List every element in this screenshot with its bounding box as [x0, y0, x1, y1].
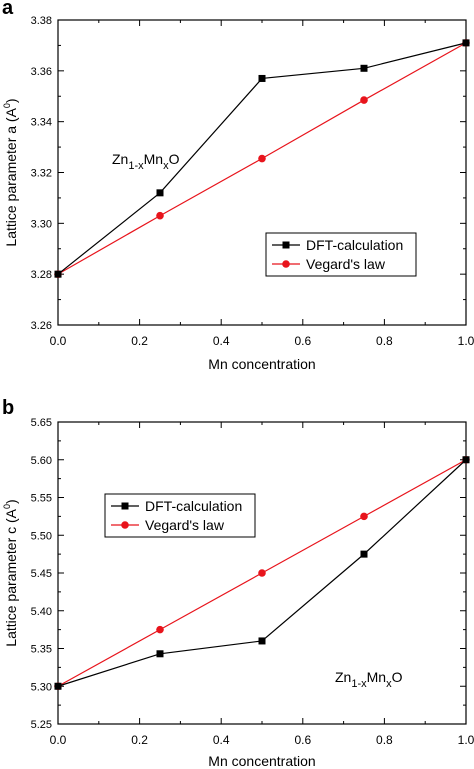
- formula-annotation: Zn1-xMnxO: [335, 669, 403, 690]
- legend-marker-dft: [282, 241, 290, 249]
- legend: DFT-calculation Vegard's law: [265, 232, 417, 277]
- x-tick-label: 0.6: [294, 733, 311, 747]
- y-tick-label: 3.36: [31, 66, 52, 78]
- y-axis-title-superscript: 0: [2, 504, 12, 509]
- data-point-vegard: [360, 96, 368, 104]
- legend-box: [265, 232, 417, 277]
- y-tick-label: 5.60: [31, 455, 52, 467]
- chart-panel-a: a 0.0 0.2 0.4 0.6 0.8 1.0 3.26 3.28 3.30 3.32 3.34 3…: [2, 0, 474, 372]
- legend-marker-dft: [121, 502, 129, 510]
- data-point-dft: [360, 550, 368, 558]
- x-axis-title: Mn concentration: [208, 356, 315, 372]
- panel-label-a: a: [2, 0, 14, 19]
- chart-panel-b: b 0.0 0.2 0.4 0.6 0.8 1.0 5.25 5.30 5.35 5.40 5.45 5…: [2, 397, 474, 769]
- y-tick-label: 5.45: [31, 568, 52, 580]
- y-tick-label: 3.34: [31, 117, 52, 129]
- y-tick-label: 3.32: [31, 168, 52, 180]
- y-axis-title-tail: ): [3, 499, 19, 504]
- y-tick-label: 5.55: [31, 493, 52, 505]
- formula-subscript: 1-x: [128, 160, 144, 172]
- formula-subscript: x: [163, 160, 169, 172]
- legend-box: [104, 493, 256, 538]
- formula-element: Mn: [367, 669, 386, 685]
- data-point-dft: [462, 39, 470, 47]
- data-point-vegard: [258, 154, 266, 163]
- formula-element: O: [169, 151, 180, 167]
- data-point-dft: [54, 270, 62, 278]
- y-tick-label: 3.28: [31, 269, 52, 281]
- y-tick-label: 3.38: [31, 15, 52, 27]
- formula-subscript: 1-x: [351, 678, 367, 690]
- legend-label-dft: DFT-calculation: [306, 237, 403, 253]
- data-point-dft: [462, 456, 470, 464]
- formula-element: Mn: [144, 151, 163, 167]
- panel-label-b: b: [2, 397, 14, 419]
- y-axis-title-main: Lattice parameter c (A: [3, 508, 19, 646]
- x-tick-label: 0.2: [131, 334, 148, 348]
- plot-frame: [57, 19, 467, 326]
- formula-element: Zn: [335, 669, 351, 685]
- y-tick-label: 5.35: [31, 644, 52, 656]
- y-axis-title: Lattice parameter c (A0): [2, 499, 19, 646]
- x-tick-label: 0.0: [50, 733, 67, 747]
- legend-marker-vegard: [121, 521, 129, 529]
- x-axis-title: Mn concentration: [208, 753, 315, 769]
- legend-label-vegard: Vegard's law: [145, 517, 225, 533]
- data-point-dft: [258, 74, 266, 82]
- y-tick-label: 5.50: [31, 530, 52, 542]
- legend-label-vegard: Vegard's law: [306, 256, 386, 272]
- y-tick-label: 5.40: [31, 606, 52, 618]
- legend: DFT-calculation Vegard's law: [104, 493, 256, 538]
- x-tick-label: 1.0: [458, 733, 474, 747]
- x-tick-label: 0.8: [376, 334, 393, 348]
- x-tick-label: 0.6: [294, 334, 311, 348]
- data-point-dft: [156, 650, 164, 658]
- y-tick-label: 3.30: [31, 218, 52, 230]
- data-point-dft: [360, 64, 368, 72]
- x-tick-label: 0.2: [131, 733, 148, 747]
- data-point-vegard: [156, 211, 164, 220]
- formula-element: Zn: [112, 151, 128, 167]
- data-point-vegard: [156, 625, 164, 634]
- x-tick-label: 0.4: [213, 733, 230, 747]
- data-point-dft: [156, 189, 164, 197]
- legend-label-dft: DFT-calculation: [145, 498, 242, 514]
- y-tick-label: 5.25: [31, 719, 52, 731]
- x-tick-label: 0.8: [376, 733, 393, 747]
- x-tick-label: 0.0: [50, 334, 67, 348]
- x-tick-label: 1.0: [458, 334, 474, 348]
- x-tick-label: 0.4: [213, 334, 230, 348]
- y-axis-title-main: Lattice parameter a (A: [3, 107, 19, 246]
- y-tick-label: 5.30: [31, 681, 52, 693]
- data-point-vegard: [360, 512, 368, 521]
- y-tick-label: 5.65: [31, 417, 52, 429]
- y-axis-title-tail: ): [3, 98, 19, 103]
- formula-subscript: x: [386, 678, 392, 690]
- legend-marker-vegard: [282, 260, 290, 268]
- data-point-dft: [258, 637, 266, 645]
- data-point-dft: [54, 682, 62, 690]
- formula-annotation: Zn1-xMnxO: [112, 151, 180, 172]
- y-tick-label: 3.26: [31, 320, 52, 332]
- formula-element: O: [392, 669, 403, 685]
- data-point-vegard: [258, 569, 266, 577]
- y-axis-title-superscript: 0: [2, 103, 12, 108]
- y-axis-title: Lattice parameter a (A0): [2, 98, 19, 246]
